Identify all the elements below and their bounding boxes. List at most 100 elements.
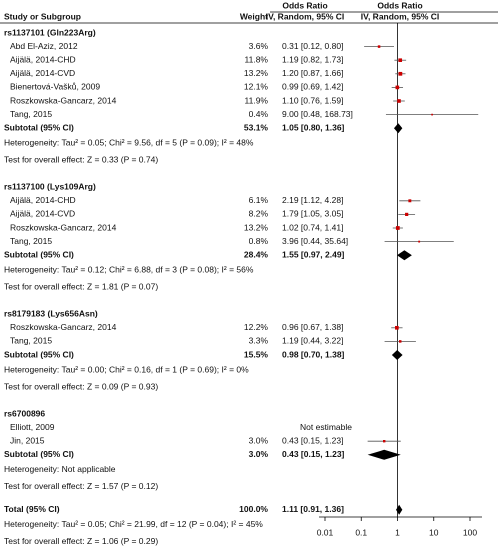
x-tick-label: 1 xyxy=(395,527,400,537)
weight: 3.0% xyxy=(249,449,269,459)
study-name: Tang, 2015 xyxy=(10,109,52,119)
odds-ratio: 3.96 [0.44, 35.64] xyxy=(282,236,348,246)
study-name: Elliott, 2009 xyxy=(10,422,55,432)
study-square xyxy=(418,240,421,243)
study-name: Abd El-Aziz, 2012 xyxy=(10,41,78,51)
weight: 11.9% xyxy=(245,95,269,105)
heterogeneity: Heterogeneity: Tau² = 0.05; Chi² = 9.56,… xyxy=(4,137,254,147)
study-name: Aijälä, 2014-CVD xyxy=(10,209,75,219)
weight: 6.1% xyxy=(249,195,269,205)
weight: 13.2% xyxy=(244,68,269,78)
group-title: rs1137100 (Lys109Arg) xyxy=(4,181,96,191)
odds-ratio: 2.19 [1.12, 4.28] xyxy=(282,195,343,205)
weight: 0.4% xyxy=(249,109,269,119)
diamond xyxy=(397,250,412,261)
heterogeneity: Heterogeneity: Tau² = 0.00; Chi² = 0.16,… xyxy=(4,364,249,374)
study-square xyxy=(383,439,386,443)
overall-effect: Test for overall effect: Z = 0.33 (P = 0… xyxy=(4,154,158,164)
study-name: Roszkowska-Gancarz, 2014 xyxy=(10,322,117,332)
weight: 13.2% xyxy=(244,222,269,232)
weight: 3.0% xyxy=(249,435,269,445)
study-name: Jin, 2015 xyxy=(10,435,45,445)
odds-ratio: 0.31 [0.12, 0.80] xyxy=(282,41,343,51)
overall-effect: Test for overall effect: Z = 0.09 (P = 0… xyxy=(4,381,158,391)
or-method: IV, Random, 95% CI xyxy=(266,11,345,21)
subtotal-name: Subtotal (95% CI) xyxy=(4,349,74,359)
study-square xyxy=(395,85,400,90)
study-name: Tang, 2015 xyxy=(10,336,52,346)
group-title: rs1137101 (Gln223Arg) xyxy=(4,27,96,37)
weight: 15.5% xyxy=(244,349,269,359)
study-square xyxy=(395,226,400,230)
odds-ratio: 1.02 [0.74, 1.41] xyxy=(282,222,343,232)
diamond xyxy=(393,123,403,134)
weight: 3.6% xyxy=(249,41,269,51)
subtotal-name: Subtotal (95% CI) xyxy=(4,449,74,459)
subtotal-name: Total (95% CI) xyxy=(4,504,60,514)
study-name: Roszkowska-Gancarz, 2014 xyxy=(10,222,117,232)
odds-ratio: 0.43 [0.15, 1.23] xyxy=(282,449,345,459)
subtotal-name: Subtotal (95% CI) xyxy=(4,249,74,259)
diamond xyxy=(391,350,403,360)
weight: 0.8% xyxy=(249,236,269,246)
odds-ratio: 0.99 [0.69, 1.42] xyxy=(282,82,343,92)
study-square xyxy=(397,99,401,103)
weight: 100.0% xyxy=(239,504,268,514)
odds-ratio: 9.00 [0.48, 168.73] xyxy=(282,109,353,119)
odds-ratio: 1.79 [1.05, 3.05] xyxy=(282,209,343,219)
estimate-note: Not estimable xyxy=(300,422,352,432)
study-name: Roszkowska-Gancarz, 2014 xyxy=(10,95,117,105)
study-square xyxy=(408,199,412,203)
odds-ratio: 1.05 [0.80, 1.36] xyxy=(282,122,345,132)
heterogeneity: Heterogeneity: Tau² = 0.05; Chi² = 21.99… xyxy=(4,519,263,529)
weight: 53.1% xyxy=(244,122,269,132)
study-name: Bienertová-Vašků, 2009 xyxy=(10,82,100,92)
weight: 12.1% xyxy=(244,82,269,92)
x-tick-label: 100 xyxy=(463,527,477,537)
weight: 28.4% xyxy=(244,249,269,259)
study-square xyxy=(398,58,403,63)
weight: 12.2% xyxy=(244,322,269,332)
study-name: Aijälä, 2014-CHD xyxy=(10,54,76,64)
group-title: rs8179183 (Lys656Asn) xyxy=(4,308,98,318)
odds-ratio: 1.11 [0.91, 1.36] xyxy=(282,504,344,514)
study-name: Aijälä, 2014-CHD xyxy=(10,195,76,205)
x-tick-label: 0.1 xyxy=(355,527,367,537)
overall-effect: Test for overall effect: Z = 1.81 (P = 0… xyxy=(4,281,158,291)
or-title: Odds Ratio xyxy=(282,0,327,10)
heterogeneity: Heterogeneity: Tau² = 0.12; Chi² = 6.88,… xyxy=(4,264,254,274)
odds-ratio: 1.55 [0.97, 2.49] xyxy=(282,249,345,259)
x-tick-label: 0.01 xyxy=(317,527,334,537)
diamond xyxy=(396,504,403,515)
group-title: rs6700896 xyxy=(4,408,45,418)
study-name: Tang, 2015 xyxy=(10,236,52,246)
odds-ratio: 1.20 [0.87, 1.66] xyxy=(282,68,343,78)
plot-title: Odds Ratio xyxy=(377,0,422,10)
study-square xyxy=(398,71,403,76)
x-tick-label: 10 xyxy=(429,527,439,537)
weight: 11.8% xyxy=(245,54,269,64)
weight-header: Weight xyxy=(240,11,268,21)
odds-ratio: 1.19 [0.44, 3.22] xyxy=(282,336,343,346)
overall-effect: Test for overall effect: Z = 1.06 (P = 0… xyxy=(4,536,158,546)
overall-effect: Test for overall effect: Z = 1.57 (P = 0… xyxy=(4,481,158,491)
study-name: Aijälä, 2014-CVD xyxy=(10,68,75,78)
study-square xyxy=(377,45,381,48)
plot-method: IV, Random, 95% CI xyxy=(361,11,440,21)
odds-ratio: 1.10 [0.76, 1.59] xyxy=(282,95,343,105)
study-square xyxy=(395,325,399,330)
study-square xyxy=(405,212,409,217)
odds-ratio: 0.96 [0.67, 1.38] xyxy=(282,322,343,332)
heterogeneity: Heterogeneity: Not applicable xyxy=(4,464,116,474)
weight: 3.3% xyxy=(249,336,269,346)
odds-ratio: 0.98 [0.70, 1.38] xyxy=(282,349,345,359)
subtotal-name: Subtotal (95% CI) xyxy=(4,122,74,132)
odds-ratio: 0.43 [0.15, 1.23] xyxy=(282,435,343,445)
weight: 8.2% xyxy=(249,209,269,219)
study-square xyxy=(431,113,433,116)
study-square xyxy=(399,340,402,343)
study-header: Study or Subgroup xyxy=(4,11,81,21)
diamond xyxy=(367,449,401,460)
odds-ratio: 1.19 [0.82, 1.73] xyxy=(282,54,343,64)
